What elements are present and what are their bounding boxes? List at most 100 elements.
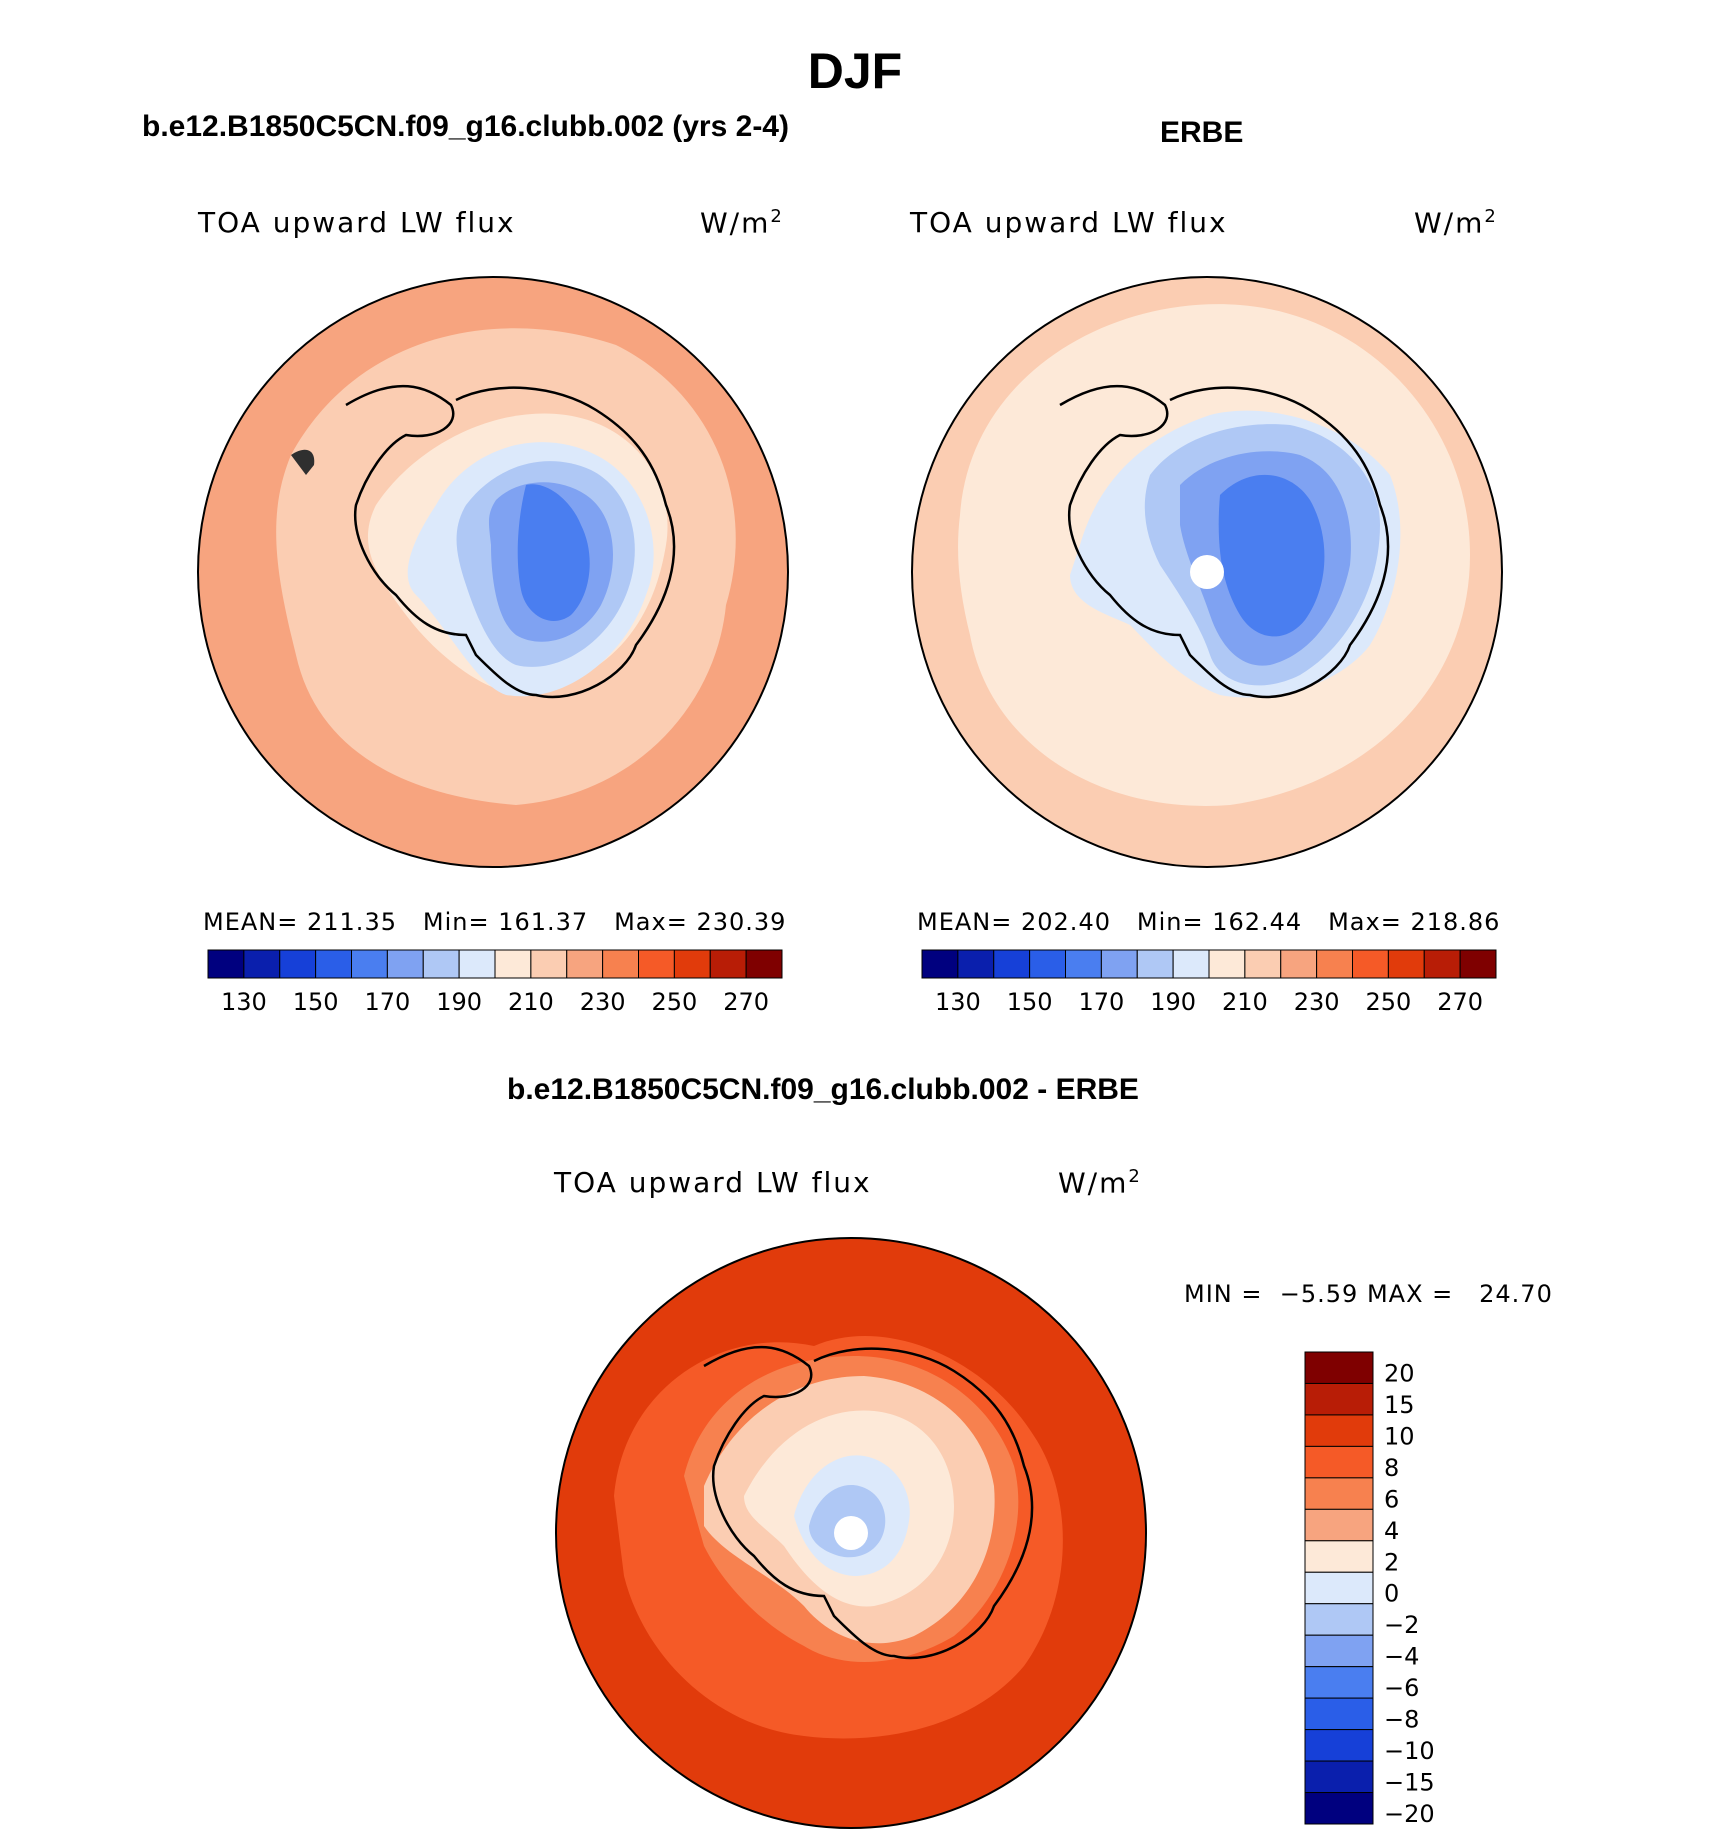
- model-colorbar-box: [243, 949, 281, 979]
- obs-colorbar-box: [1029, 949, 1066, 979]
- obs-colorbar-box: [1244, 949, 1282, 979]
- model-colorbar-box: [207, 949, 245, 979]
- model-colorbar-tick-label: 230: [580, 988, 626, 1016]
- model-ice-core: [517, 484, 590, 621]
- obs-colorbar-box: [993, 949, 1031, 979]
- diff-colorbar-box: [1304, 1351, 1374, 1384]
- model-map-border: [197, 276, 789, 868]
- obs-colorbar-box: [1423, 949, 1461, 979]
- diff-colorbar-tick-label: −8: [1384, 1706, 1419, 1734]
- model-units-label: W/m2: [700, 206, 784, 240]
- obs-colorbar-tick-label: 130: [935, 988, 981, 1016]
- model-colorbar-tick-label: 270: [723, 988, 769, 1016]
- diff-colorbar-tick-label: 2: [1384, 1548, 1399, 1576]
- diff-colorbar-box: [1304, 1697, 1374, 1731]
- model-panel-title: b.e12.B1850C5CN.f09_g16.clubb.002 (yrs 2…: [142, 110, 789, 143]
- diff-colorbar-box: [1304, 1666, 1374, 1699]
- diff-variable-label: TOA upward LW flux: [554, 1166, 872, 1199]
- model-coastline: [345, 384, 676, 699]
- diff-colorbar-box: [1304, 1445, 1374, 1479]
- model-variable-label: TOA upward LW flux: [198, 206, 516, 239]
- model-colorbar-box: [422, 949, 460, 979]
- diff-colorbar-box: [1304, 1382, 1374, 1416]
- diff-colorbar-box: [1304, 1414, 1374, 1447]
- obs-colorbar-box: [957, 949, 995, 979]
- diff-colorbar-tick-label: −2: [1384, 1611, 1419, 1639]
- diff-colorbar-tick-label: 10: [1384, 1422, 1415, 1450]
- obs-pole-hole: [1190, 555, 1224, 589]
- obs-colorbar-box: [1316, 949, 1353, 979]
- model-colorbar-tick-label: 250: [651, 988, 697, 1016]
- diff-colorbar-tick-label: −10: [1384, 1737, 1435, 1765]
- diff-stats: MIN = −5.59 MAX = 24.70: [1184, 1280, 1553, 1308]
- diff-colorbar-tick-label: −6: [1384, 1674, 1419, 1702]
- model-stats: MEAN= 211.35 Min= 161.37 Max= 230.39: [203, 908, 787, 936]
- obs-colorbar-tick-label: 150: [1007, 988, 1053, 1016]
- obs-colorbar-tick-label: 230: [1294, 988, 1340, 1016]
- diff-colorbar-box: [1304, 1571, 1374, 1605]
- diff-colorbar-box: [1304, 1508, 1374, 1542]
- diff-colorbar-box: [1304, 1792, 1374, 1825]
- obs-colorbar-box: [1136, 949, 1174, 979]
- obs-colorbar-box: [1065, 949, 1102, 979]
- diff-pole-hole: [834, 1516, 868, 1550]
- obs-polar-map: [911, 276, 1503, 868]
- diff-colorbar-box: [1304, 1634, 1374, 1668]
- model-colorbar-tick-label: 170: [364, 988, 410, 1016]
- model-colorbar-box: [709, 949, 747, 979]
- obs-colorbar-tick-label: 210: [1222, 988, 1268, 1016]
- obs-colorbar-box: [1100, 949, 1138, 979]
- diff-colorbar-tick-label: 4: [1384, 1517, 1399, 1545]
- model-colorbar-tick-label: 130: [221, 988, 267, 1016]
- model-colorbar: 130 150 170 190 210 230 250 270: [207, 949, 783, 1016]
- obs-colorbar-box: [1352, 949, 1389, 979]
- obs-colorbar-tick-label: 170: [1078, 988, 1124, 1016]
- diff-coastline: [703, 1345, 1034, 1660]
- model-colorbar-box: [745, 949, 783, 979]
- model-colorbar-tick-label: 210: [508, 988, 554, 1016]
- obs-colorbar-box: [1459, 949, 1497, 979]
- obs-panel-title: ERBE: [1160, 116, 1244, 149]
- model-colorbar-box: [566, 949, 604, 979]
- model-colorbar-tick-label: 150: [293, 988, 339, 1016]
- obs-colorbar-box: [1387, 949, 1425, 979]
- obs-variable-label: TOA upward LW flux: [910, 206, 1228, 239]
- obs-colorbar-box: [1280, 949, 1318, 979]
- diff-panel-title: b.e12.B1850C5CN.f09_g16.clubb.002 - ERBE: [507, 1073, 1139, 1106]
- obs-units-label: W/m2: [1414, 206, 1498, 240]
- diff-colorbar-tick-label: 8: [1384, 1454, 1399, 1482]
- diff-colorbar-box: [1304, 1603, 1374, 1636]
- obs-ice-core: [1218, 474, 1325, 637]
- model-colorbar-box: [386, 949, 424, 979]
- diff-colorbar-box: [1304, 1729, 1374, 1762]
- diff-units-label: W/m2: [1058, 1166, 1142, 1200]
- obs-coastline: [1059, 384, 1390, 699]
- model-colorbar-box: [351, 949, 388, 979]
- model-colorbar-box: [279, 949, 317, 979]
- figure-title: DJF: [807, 43, 903, 99]
- obs-colorbar-box: [1172, 949, 1210, 979]
- diff-colorbar-box: [1304, 1540, 1374, 1573]
- obs-colorbar-tick-label: 190: [1150, 988, 1196, 1016]
- diff-colorbar-tick-label: 15: [1384, 1391, 1415, 1419]
- obs-colorbar: 130 150 170 190 210 230 250 270: [921, 949, 1497, 1016]
- diff-colorbar-tick-label: −20: [1384, 1800, 1435, 1828]
- model-polar-map: [197, 276, 789, 868]
- model-colorbar-box: [638, 949, 675, 979]
- model-colorbar-box: [494, 949, 532, 979]
- model-colorbar-tick-label: 190: [436, 988, 482, 1016]
- model-colorbar-box: [458, 949, 496, 979]
- diff-polar-map: [555, 1237, 1147, 1829]
- obs-colorbar-box: [921, 949, 959, 979]
- diff-colorbar-tick-label: 20: [1384, 1359, 1415, 1387]
- obs-stats: MEAN= 202.40 Min= 162.44 Max= 218.86: [917, 908, 1501, 936]
- diff-colorbar-tick-label: −15: [1384, 1769, 1435, 1797]
- model-colorbar-box: [315, 949, 352, 979]
- model-colorbar-box: [530, 949, 568, 979]
- diff-colorbar-tick-label: −4: [1384, 1643, 1419, 1671]
- model-colorbar-box: [602, 949, 639, 979]
- obs-colorbar-box: [1208, 949, 1246, 979]
- diff-colorbar-box: [1304, 1760, 1374, 1794]
- obs-map-border: [911, 276, 1503, 868]
